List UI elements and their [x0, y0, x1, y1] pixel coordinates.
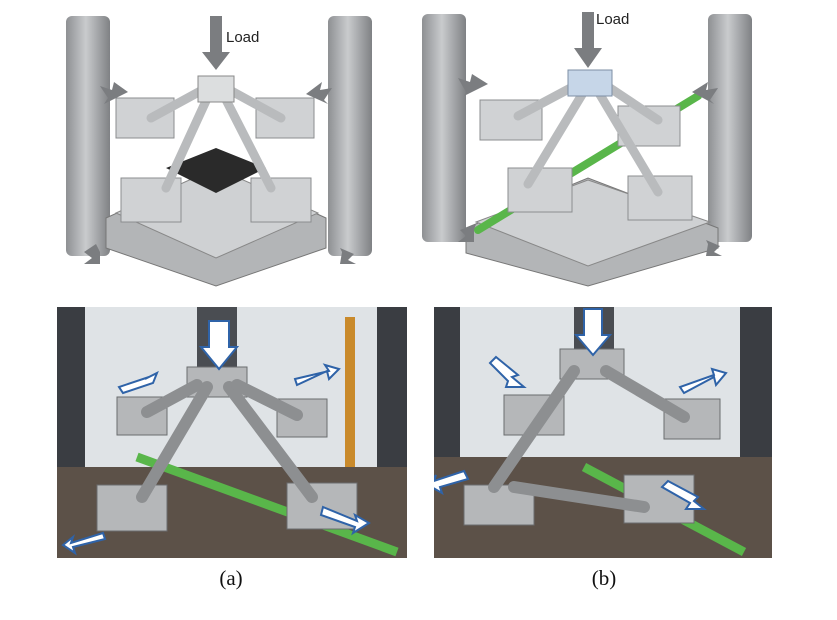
photo-arrows	[61, 320, 371, 556]
strut-group	[488, 365, 690, 513]
strut-group	[146, 83, 286, 193]
direction-arrows	[458, 74, 722, 256]
load-label: Load	[226, 29, 259, 46]
top-connector	[197, 75, 235, 103]
render-b-panel: Load	[418, 8, 758, 288]
render-a-panel: Load	[56, 8, 386, 288]
caption-a: (a)	[219, 566, 243, 590]
photo-b-panel	[434, 307, 772, 558]
caption-b: (b)	[591, 566, 617, 590]
top-connector	[567, 69, 613, 97]
strut-group	[136, 379, 318, 503]
left-column	[422, 14, 466, 242]
center-plate	[166, 148, 266, 193]
right-column	[708, 14, 752, 242]
direction-arrows	[84, 82, 356, 264]
right-column	[328, 16, 372, 256]
orange-post	[345, 317, 355, 477]
photo-arrows	[434, 308, 728, 510]
load-arrow	[202, 16, 230, 70]
left-column	[66, 16, 110, 256]
load-label: Load	[596, 11, 629, 28]
green-rod	[135, 452, 399, 557]
photo-a-panel	[57, 307, 407, 558]
load-arrow	[574, 12, 602, 68]
